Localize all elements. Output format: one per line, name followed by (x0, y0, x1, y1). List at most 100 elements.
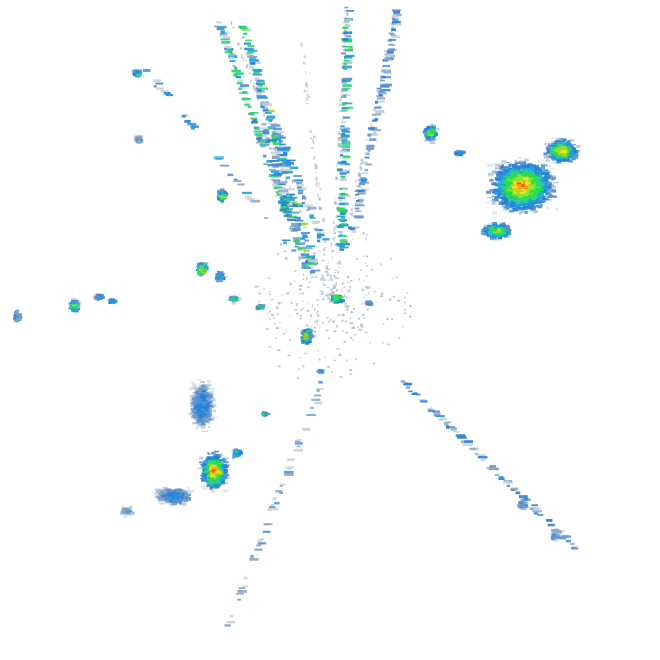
echo-cell-ne-main (527, 203, 532, 206)
clutter-speck (362, 302, 364, 305)
echo-cell-ne-main (504, 177, 508, 181)
echo-cell-ne-north (573, 155, 579, 159)
clutter-speck (289, 314, 291, 316)
echo-cell-ne-north (553, 154, 556, 156)
clutter-speck (365, 275, 368, 277)
echo-cell-ne-main (520, 189, 526, 192)
echo-spoke-n (338, 196, 343, 199)
echo-cell-ne-main (500, 196, 506, 199)
echo-cell-ne-north (550, 152, 555, 156)
echo-cell-ne-south (483, 224, 489, 228)
echo-spoke-nne (380, 85, 390, 88)
echo-spoke-wnw (247, 198, 255, 201)
echo-cell-ne-north (545, 153, 548, 156)
echo-cell-ne-main (524, 171, 531, 174)
clutter-speck (282, 332, 286, 335)
echo-spoke-se (405, 386, 411, 389)
clutter-speck (319, 208, 322, 210)
echo-cell-ne-main (542, 197, 546, 201)
clutter-speck (315, 183, 317, 187)
echo-spoke-nne (365, 163, 373, 166)
echo-spoke-n (339, 153, 343, 157)
echo-cell-ne-main (536, 184, 539, 187)
echo-spoke-se (518, 495, 528, 499)
echo-spoke-nnw-3 (317, 232, 322, 235)
echo-cell-sw-upper (208, 399, 211, 402)
echo-spoke-n (341, 160, 347, 163)
echo-cell-ne-main (510, 198, 514, 201)
echo-cell-ne-small (429, 140, 436, 145)
echo-cell-sw-upper (201, 430, 208, 432)
echo-cell-ne-main (503, 170, 507, 173)
echo-spoke-se (532, 507, 541, 511)
echo-spoke-n (337, 209, 346, 212)
echo-cell-ne-north (562, 145, 567, 149)
echo-cell-sw-upper (207, 421, 210, 425)
clutter-speck (315, 334, 317, 338)
echo-cell-sw-upper (197, 394, 201, 397)
echo-cell-sw-upper (208, 391, 214, 393)
echo-spoke-nne (393, 13, 402, 17)
echo-cell-sw-core (215, 487, 219, 489)
clutter-speck (339, 145, 341, 147)
echo-cell-ne-main (501, 204, 505, 208)
echo-spoke-se (566, 539, 571, 543)
echo-spoke-nne (351, 226, 360, 229)
echo-cell-sw-upper (210, 403, 216, 405)
echo-cell-ne-main (527, 187, 530, 190)
clutter-speck (332, 237, 335, 240)
echo-spoke-nnw-2 (308, 257, 312, 261)
echo-cell-ne-south (502, 224, 506, 228)
echo-cell-sw-upper (195, 400, 201, 404)
echo-cell-ne-main (520, 195, 526, 198)
clutter-speck (342, 282, 344, 285)
clutter-speck (303, 89, 307, 93)
clutter-speck (298, 368, 301, 370)
echo-cell-ne-main (498, 164, 502, 168)
echo-cell-sw-upper (193, 415, 197, 418)
echo-cell-sw-core (202, 461, 205, 464)
clutter-speck (281, 294, 284, 296)
echo-cell-ne-small (432, 125, 436, 129)
echo-spoke-n (343, 31, 353, 35)
clutter-speck (257, 285, 259, 288)
echo-cell-ne-main (546, 176, 551, 179)
clutter-speck (343, 57, 347, 61)
echo-spoke-nnw (216, 25, 227, 29)
echo-cell-ne-north (561, 153, 567, 157)
clutter-speck (334, 272, 336, 274)
echo-spoke-nnw-2 (248, 46, 254, 49)
echo-cell-ne-main (523, 182, 526, 184)
echo-spoke-nnw-2 (308, 259, 318, 263)
echo-cell-sw-core (223, 461, 229, 463)
echo-spoke-nnw-2 (255, 87, 261, 91)
echo-cell-sw-upper (200, 381, 205, 384)
echo-cell-ne-main (519, 192, 522, 195)
echo-cell-ne-main (540, 171, 547, 175)
echo-spoke-nnw-3 (279, 143, 286, 146)
echo-spoke-nnw (236, 81, 243, 85)
echo-cell-ne-main (528, 179, 531, 182)
echo-cell-ne-south (492, 221, 498, 225)
clutter-speck (299, 314, 303, 317)
clutter-speck (342, 330, 344, 332)
clutter-speck (327, 365, 330, 368)
echo-spoke-nnw-2 (258, 87, 269, 90)
echo-cell-ne-south (487, 224, 493, 228)
echo-spoke-nnw-2 (302, 235, 308, 238)
echo-spoke-wnw (227, 173, 234, 177)
echo-cell-sw-upper (193, 406, 197, 410)
clutter-speck (330, 274, 332, 279)
echo-cell-ne-main (500, 166, 505, 168)
echo-spoke-se (446, 425, 450, 429)
echo-cell-ne-main (533, 178, 539, 181)
echo-cell-sw-upper (196, 418, 201, 421)
echo-cell-ne-south (489, 228, 494, 231)
clutter-speck (343, 295, 346, 298)
echo-spoke-nnw (261, 145, 265, 148)
echo-spoke-nne (380, 79, 385, 82)
echo-cell-ne-north (547, 150, 550, 154)
echo-spoke-nnw-3 (264, 109, 269, 112)
clutter-speck (323, 279, 327, 281)
